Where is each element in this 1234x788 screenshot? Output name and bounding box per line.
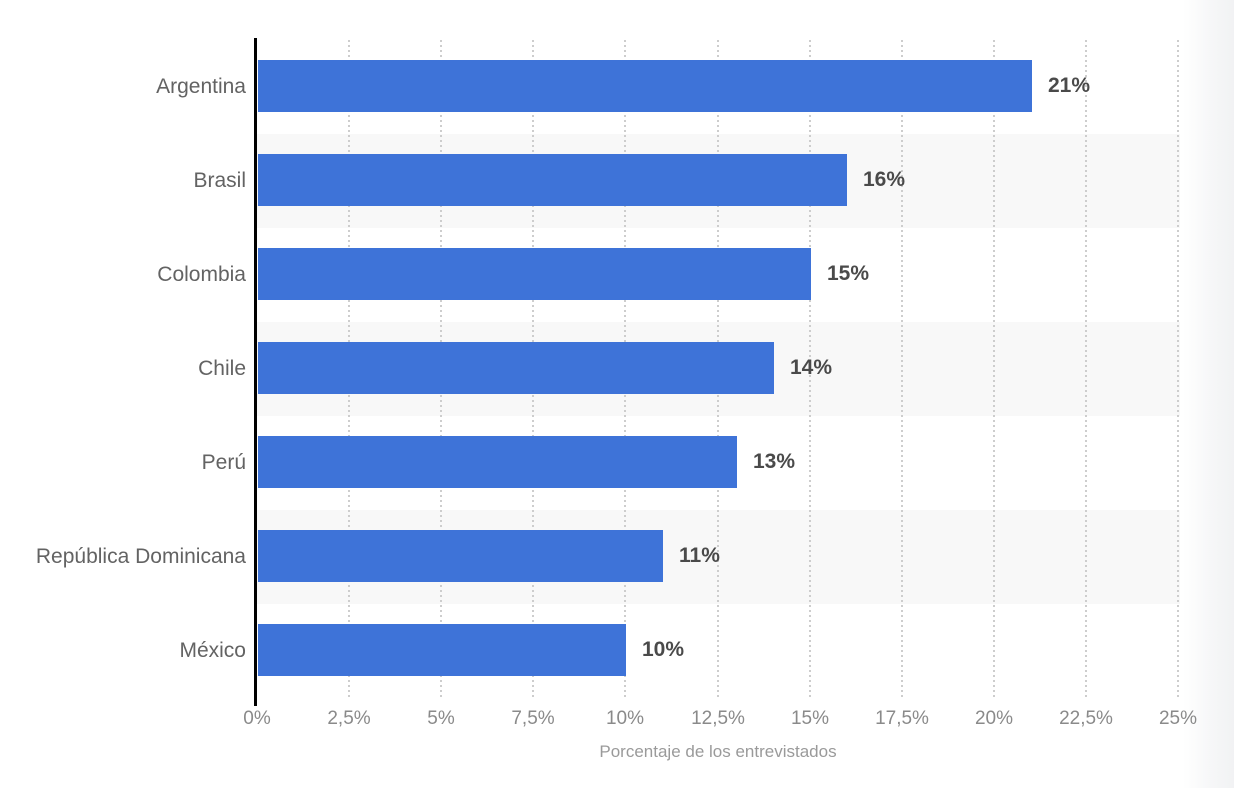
value-label: 11% <box>679 544 720 567</box>
value-label: 10% <box>642 638 685 661</box>
bar[interactable] <box>258 154 847 206</box>
x-tick-label: 25% <box>1158 708 1198 729</box>
bar[interactable] <box>258 436 737 488</box>
y-axis-line <box>254 38 257 706</box>
value-label: 21% <box>1048 74 1091 97</box>
bar[interactable] <box>258 248 811 300</box>
x-tick-label: 2,5% <box>327 708 371 729</box>
x-tick-label: 12,5% <box>691 708 745 729</box>
value-label: 13% <box>753 450 796 473</box>
category-label: México <box>179 639 246 662</box>
value-label: 16% <box>863 168 906 191</box>
x-tick-label: 20% <box>974 708 1014 729</box>
bar[interactable] <box>258 60 1032 112</box>
category-label: República Dominicana <box>35 545 246 568</box>
page-edge-shade <box>1183 0 1234 788</box>
x-tick-label: 10% <box>605 708 645 729</box>
category-label: Chile <box>198 357 246 380</box>
x-tick-label: 17,5% <box>875 708 929 729</box>
x-tick-label: 5% <box>427 708 455 729</box>
value-label: 15% <box>827 262 870 285</box>
x-tick-label: 0% <box>243 708 271 729</box>
x-tick-label: 15% <box>790 708 830 729</box>
x-axis-title: Porcentaje de los entrevistados <box>599 742 837 761</box>
category-label: Brasil <box>193 169 246 192</box>
x-tick-label: 7,5% <box>511 708 555 729</box>
grid-line <box>901 40 903 698</box>
bar[interactable] <box>258 530 663 582</box>
category-label: Argentina <box>156 75 246 98</box>
category-label: Colombia <box>157 263 246 286</box>
grid-line <box>809 40 811 698</box>
grid-line <box>1177 40 1179 698</box>
bar[interactable] <box>258 342 774 394</box>
x-tick-label: 22,5% <box>1059 708 1113 729</box>
grid-line <box>993 40 995 698</box>
value-label: 14% <box>790 356 833 379</box>
bar[interactable] <box>258 624 626 676</box>
category-label: Perú <box>201 451 246 474</box>
grid-line <box>1085 40 1087 698</box>
